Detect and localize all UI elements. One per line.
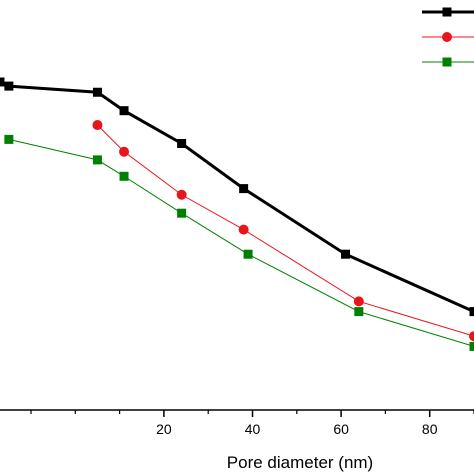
series-3-point [92,155,102,165]
x-tick-label-20: 20 [156,421,172,437]
series-2-point [92,120,103,131]
legend-marker-1 [442,7,452,17]
series-1-line [0,80,474,313]
x-tick-label-80: 80 [422,421,438,437]
series-layer [0,77,474,351]
series-1-point [341,249,351,259]
series-3-point [4,134,14,144]
series-2-point [238,224,249,235]
series-1-point [239,184,249,194]
series-1-point [177,139,187,148]
series-3-point [119,171,129,181]
series-3-point [177,208,187,218]
series-1-point [119,106,129,116]
series-1 [0,77,474,317]
series-3-point [354,307,364,317]
series-1-point [0,77,5,87]
series-2-point [176,189,187,200]
series-3-point [243,249,253,259]
legend-marker-2 [442,32,452,42]
series-2-point [469,331,474,342]
legend-marker-3 [442,57,452,67]
series-2-point [353,296,364,307]
x-tick-label-60: 60 [333,421,349,437]
series-1-point [469,307,474,317]
series-2 [92,120,474,342]
series-1-point [4,81,14,91]
series-2-line [97,124,474,337]
legend [422,7,474,67]
x-axis-title: Pore diameter (nm) [227,453,373,472]
x-tick-label-40: 40 [245,421,261,437]
series-3 [4,134,474,351]
series-1-point [92,87,102,97]
series-3-point [469,341,474,351]
axis-layer: 20 40 60 80 [0,409,474,437]
series-2-point [119,146,130,157]
